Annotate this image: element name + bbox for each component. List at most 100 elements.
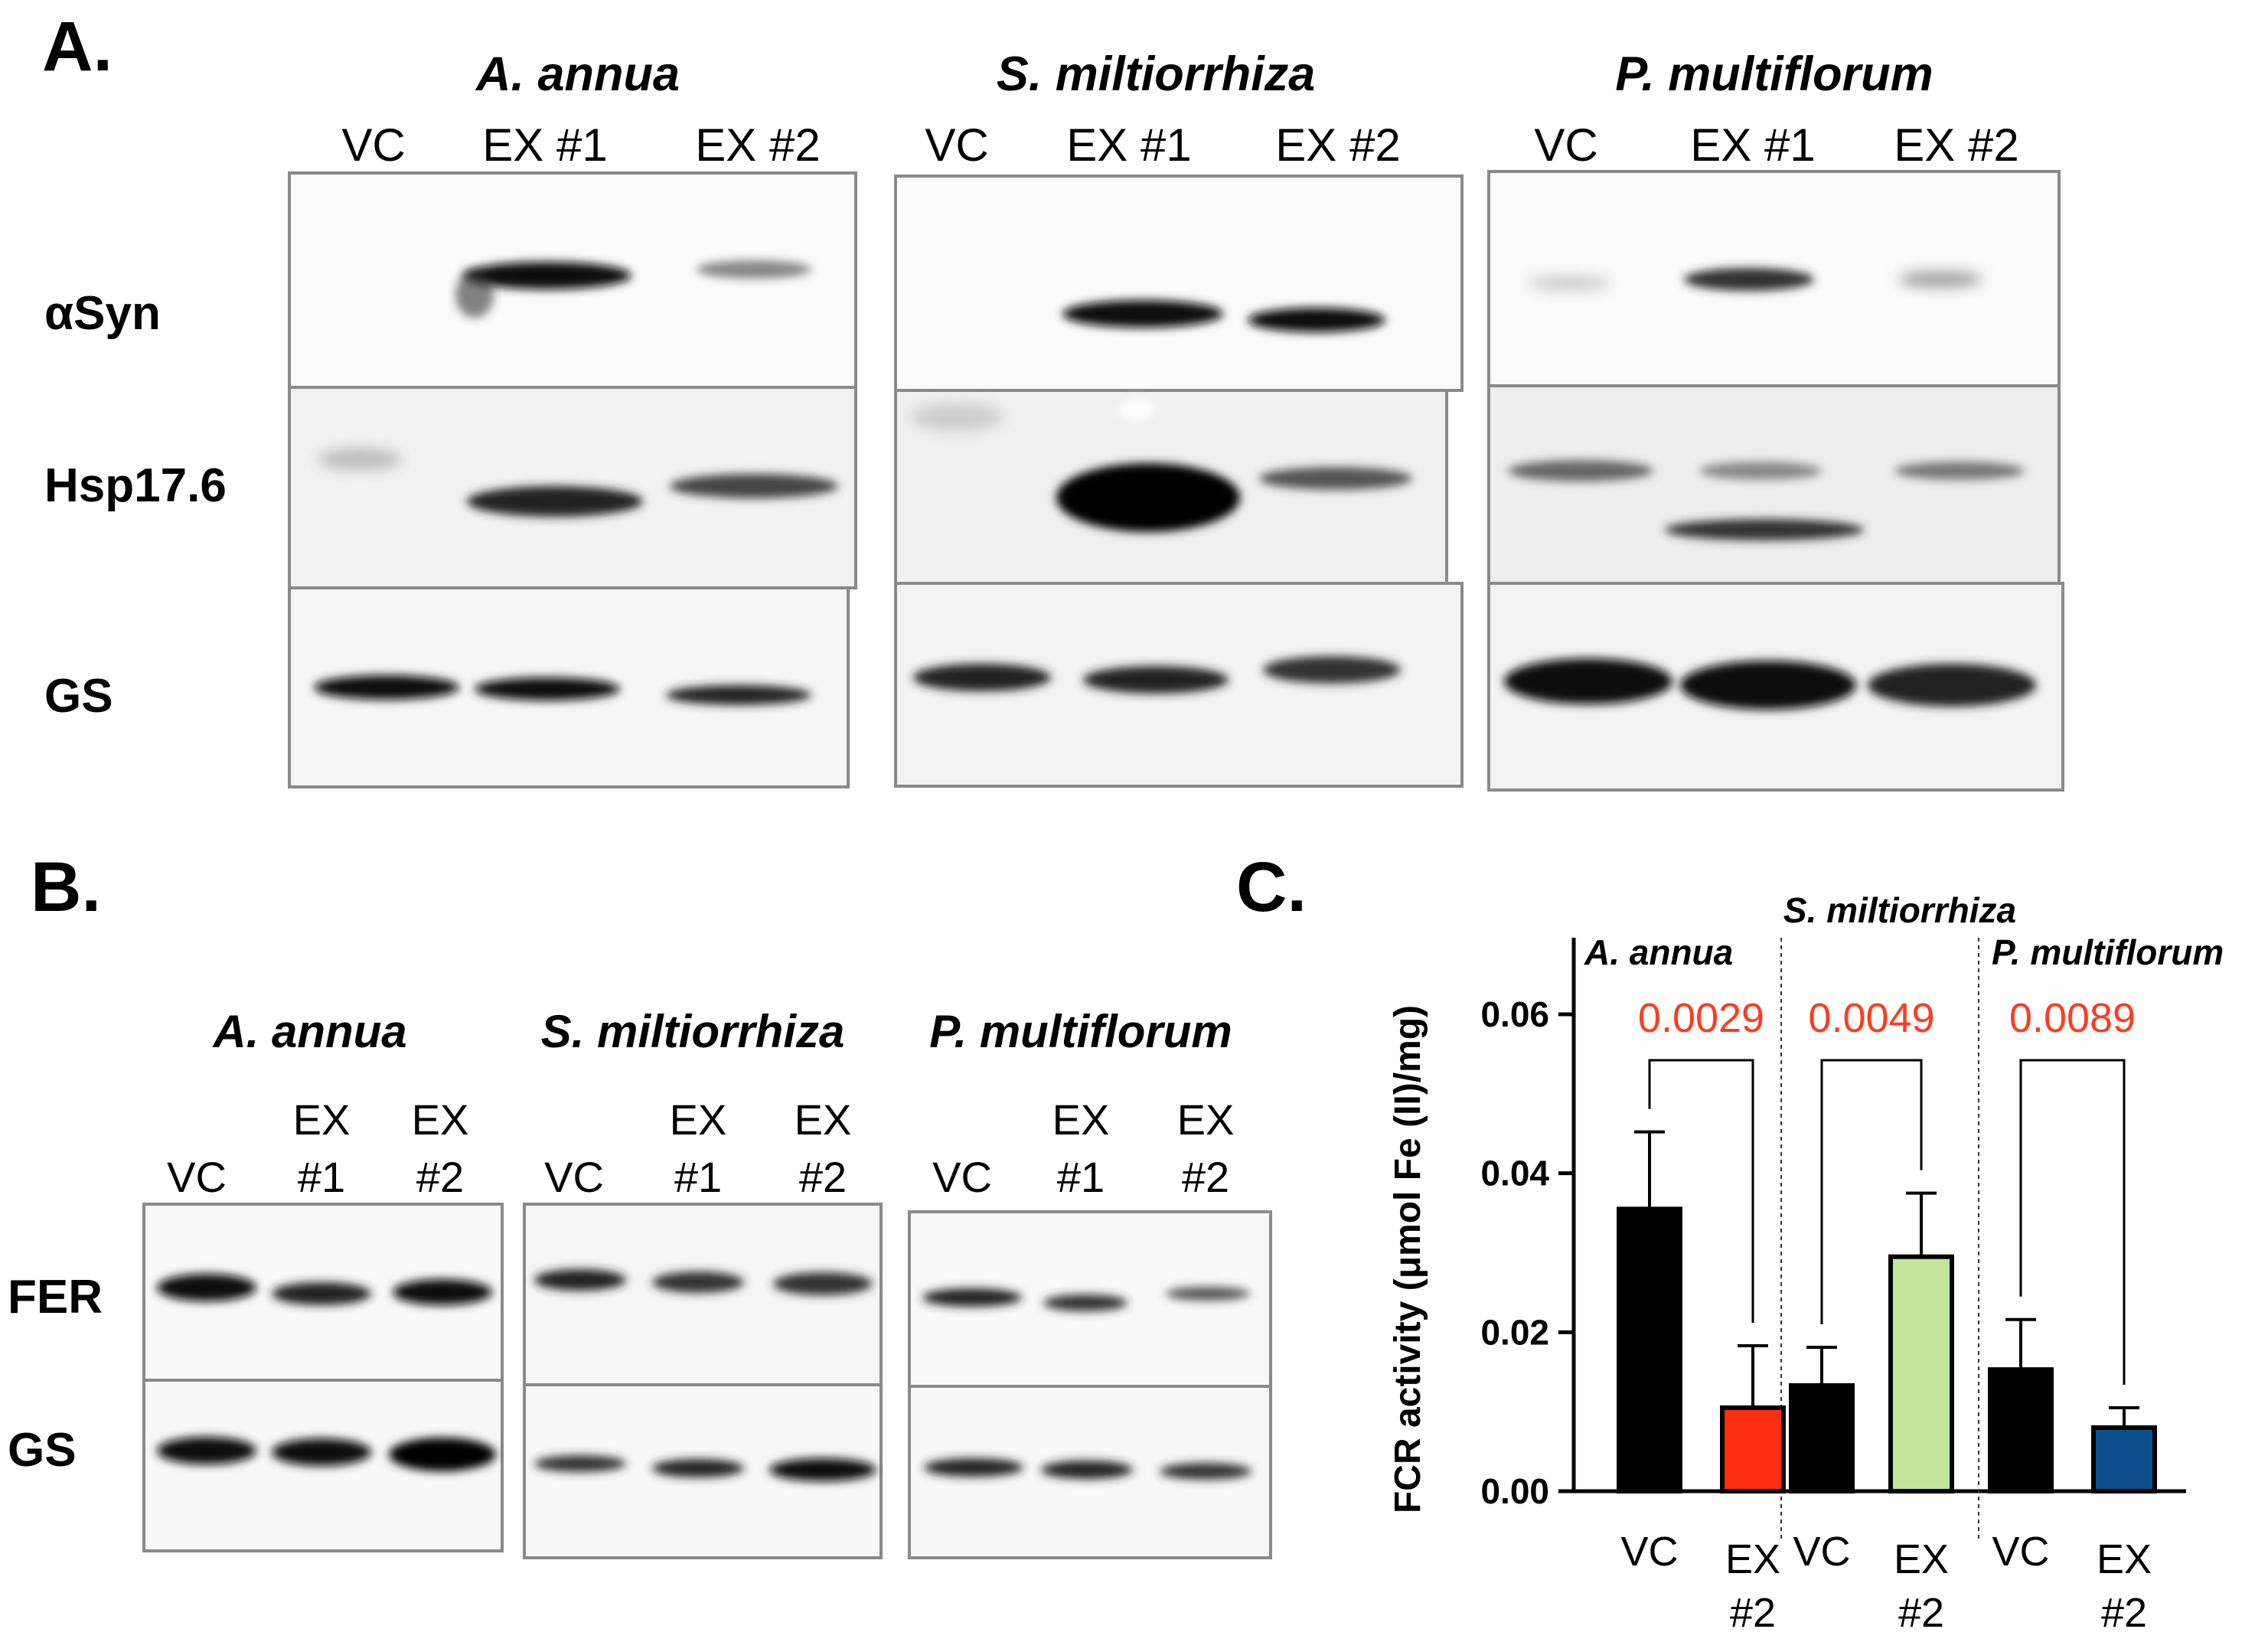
panel-a-row-gs: GS <box>44 670 113 723</box>
panel-a-lane-vc-2: VC <box>925 119 988 171</box>
group-label-p-multiflorum: P. multiflorum <box>1992 932 2224 972</box>
panel-b-species-2: S. miltiorrhiza <box>541 1006 845 1057</box>
x-tick-label: VC <box>1793 1529 1850 1575</box>
panel-a: A. A. annua S. miltiorrhiza P. multiflor… <box>42 8 2064 792</box>
panel-a-lane-ex2-1: EX #2 <box>695 119 820 171</box>
band <box>157 1274 256 1301</box>
panel-b-species-1: A. annua <box>211 1006 406 1057</box>
group-label-a-annua: A. annua <box>1584 932 1733 972</box>
band <box>1263 656 1401 684</box>
panel-b-row-fer: FER <box>8 1271 103 1324</box>
bar <box>1988 1367 2054 1494</box>
p-value-label: 0.0089 <box>2009 995 2136 1041</box>
band <box>1699 462 1822 480</box>
band <box>1504 658 1672 704</box>
x-tick-label: EX <box>2097 1536 2152 1582</box>
x-tick-label: #2 <box>1730 1590 1776 1636</box>
band <box>1062 300 1223 328</box>
y-tick-label: 0.04 <box>1480 1154 1549 1193</box>
comparison-bracket <box>1820 1059 1923 1325</box>
panel-a-lane-ex2-2: EX #2 <box>1275 119 1400 171</box>
band <box>157 1437 256 1464</box>
band <box>666 685 811 705</box>
band <box>1056 463 1240 532</box>
panel-a-species-1: A. annua <box>475 47 680 101</box>
band <box>913 664 1051 691</box>
band <box>1248 308 1385 332</box>
panel-a-row-hsp: Hsp17.6 <box>44 459 227 512</box>
band <box>1684 268 1814 291</box>
x-tick-label: #2 <box>1898 1590 1944 1636</box>
band <box>272 1282 371 1305</box>
panel-a-row-asyn: αSyn <box>44 287 161 340</box>
panel-a-lane-vc-1: VC <box>341 119 405 171</box>
band <box>1665 519 1864 540</box>
band <box>652 1459 744 1477</box>
bar <box>1617 1206 1682 1494</box>
band <box>922 1288 1022 1307</box>
x-labels: VC EX #2 VC EX #2 VC EX #2 <box>1620 1529 2152 1636</box>
band <box>1680 661 1856 710</box>
band <box>773 1272 873 1295</box>
band <box>1166 1287 1250 1301</box>
blot-b-s-miltiorrhiza <box>523 1203 883 1559</box>
panel-a-letter: A. <box>42 8 113 86</box>
panel-b: B. A. annua S. miltiorrhiza P. multiflor… <box>8 848 1272 1559</box>
panel-b-ex2-2: #2 <box>799 1153 847 1201</box>
comparison-brackets: 0.0029 0.0049 0.0089 <box>1638 995 2136 1385</box>
band <box>1508 460 1653 482</box>
panel-b-vc-1: VC <box>167 1153 227 1201</box>
band <box>1894 462 2025 480</box>
comparison-bracket <box>1648 1059 1754 1323</box>
x-tick-label: EX <box>1894 1536 1949 1582</box>
blot-b-a-annua <box>142 1203 504 1552</box>
band <box>467 486 643 517</box>
panel-b-vc-2: VC <box>544 1153 604 1201</box>
panel-a-lane-ex1-3: EX #1 <box>1690 119 1815 171</box>
panel-b-ex-top-3a: EX <box>1052 1095 1110 1144</box>
blot-b-p-multiflorum <box>908 1210 1272 1559</box>
band <box>534 1269 626 1291</box>
bar <box>1888 1254 1954 1493</box>
p-value-label: 0.0029 <box>1638 995 1764 1041</box>
panel-b-ex-top-2b: EX <box>795 1095 852 1144</box>
panel-a-species-2: S. miltiorrhiza <box>997 47 1316 101</box>
y-axis-title: FCR activity (μmol Fe (II)/mg) <box>1388 1005 1428 1513</box>
panel-b-ex-top-3b: EX <box>1177 1095 1235 1144</box>
band <box>1083 666 1229 694</box>
panel-b-ex-top-2a: EX <box>670 1095 727 1144</box>
band <box>389 1438 496 1471</box>
panel-a-lane-ex2-3: EX #2 <box>1894 119 2018 171</box>
x-tick-label: #2 <box>2101 1590 2147 1636</box>
x-tick-label: EX <box>1725 1536 1780 1582</box>
panel-b-ex-top-1a: EX <box>293 1095 351 1144</box>
y-tick-label: 0.00 <box>1480 1471 1549 1511</box>
band <box>1041 1461 1133 1479</box>
p-value-label: 0.0049 <box>1808 995 1934 1041</box>
bar <box>1789 1382 1855 1493</box>
panel-b-ex1-3: #1 <box>1057 1153 1105 1201</box>
panel-b-species-3: P. multiflorum <box>929 1006 1232 1057</box>
panel-a-lane-ex1-1: EX #1 <box>482 119 607 171</box>
band <box>1259 467 1412 490</box>
band <box>652 1271 744 1293</box>
band <box>393 1279 492 1305</box>
band <box>697 260 811 279</box>
panel-b-vc-3: VC <box>932 1153 992 1201</box>
band <box>924 1458 1023 1477</box>
panel-b-letter: B. <box>31 848 101 926</box>
band <box>463 262 631 289</box>
bar <box>1720 1405 1786 1493</box>
band <box>475 677 620 700</box>
y-ticks: 0.00 0.02 0.04 0.06 <box>1480 994 1574 1511</box>
y-tick-label: 0.02 <box>1480 1312 1549 1352</box>
panel-a-lane-vc-3: VC <box>1534 119 1597 171</box>
panel-c-letter: C. <box>1236 848 1307 926</box>
band <box>314 675 459 700</box>
top-group-label: S. miltiorrhiza <box>1783 890 2016 930</box>
band <box>670 474 838 498</box>
panel-b-ex1-1: #1 <box>298 1153 345 1201</box>
panel-a-species-3: P. multiflorum <box>1615 47 1933 101</box>
panel-c: C. FCR activity (μmol Fe (II)/mg) S. mil… <box>1236 848 2224 1636</box>
